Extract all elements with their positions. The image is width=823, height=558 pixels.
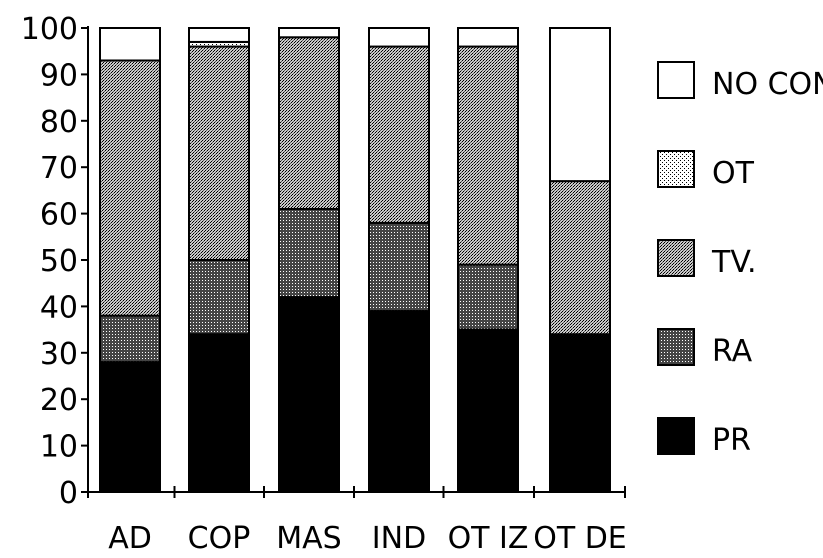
legend-swatch-nocon: [657, 61, 695, 99]
legend-swatch-ra: [657, 328, 695, 366]
legend: NO CON OT TV. RA PR: [657, 61, 823, 458]
y-tick-label: 90: [40, 58, 78, 93]
y-tick-label: 50: [40, 244, 78, 279]
y-tick-label: 10: [40, 430, 78, 465]
bar-segment-pr-ind: [368, 310, 430, 494]
bar-segment-tv-ad: [99, 59, 161, 317]
legend-swatch-tv: [657, 239, 695, 277]
y-tick-label: 0: [59, 476, 78, 511]
bar-segment-tv-ot-de: [549, 180, 611, 336]
y-tick-label: 100: [21, 12, 78, 47]
bar-segment-tv-cop: [188, 45, 250, 262]
x-tick-label: IND: [372, 521, 426, 556]
bar-segment-pr-ot-de: [549, 333, 611, 493]
legend-swatch-ot: [657, 150, 695, 188]
axes: 0 10 20 30 40 50 60 70 80 90 100 AD COP MAS IND OT IZ OT…: [21, 12, 627, 556]
bar-segment-tv-ot-iz: [457, 45, 519, 266]
x-tick-label: OT IZ: [448, 521, 529, 556]
bar-segment-ra-ad: [99, 314, 161, 364]
bar-segment-nocon-ad: [99, 27, 161, 62]
legend-label: OT: [712, 156, 755, 191]
bars-layer: [99, 27, 611, 494]
y-tick-label: 70: [40, 151, 78, 186]
bar-segment-ra-cop: [188, 259, 250, 336]
bar-segment-tv-ind: [368, 45, 430, 224]
bar-segment-nocon-cop: [188, 27, 250, 43]
bar-segment-pr-cop: [188, 333, 250, 493]
y-tick-label: 80: [40, 105, 78, 140]
bar-segment-ra-ot-iz: [457, 263, 519, 331]
legend-label: PR: [712, 423, 751, 458]
bar-segment-nocon-ot-de: [549, 27, 611, 183]
bar-segment-pr-ad: [99, 361, 161, 493]
legend-label: NO CON: [712, 67, 823, 102]
y-tick-label: 40: [40, 290, 78, 325]
legend-label: RA: [712, 334, 753, 369]
x-tick-label: MAS: [276, 521, 341, 556]
bar-segment-nocon-ind: [368, 27, 430, 48]
y-tick-label: 30: [40, 337, 78, 372]
bar-segment-ra-mas: [278, 207, 340, 299]
legend-swatch-pr: [657, 417, 695, 455]
bar-segment-tv-mas: [278, 36, 340, 210]
bar-segment-ra-ind: [368, 221, 430, 313]
bar-segment-nocon-mas: [278, 27, 340, 39]
y-tick-label: 60: [40, 198, 78, 233]
bar-segment-nocon-ot-iz: [457, 27, 519, 48]
bar-segment-pr-ot-iz: [457, 328, 519, 493]
legend-label: TV.: [711, 245, 757, 280]
bar-segment-pr-mas: [278, 296, 340, 493]
y-tick-label: 20: [40, 383, 78, 418]
x-tick-label: COP: [188, 521, 251, 556]
x-tick-label: AD: [108, 521, 152, 556]
x-tick-label: OT DE: [533, 521, 627, 556]
